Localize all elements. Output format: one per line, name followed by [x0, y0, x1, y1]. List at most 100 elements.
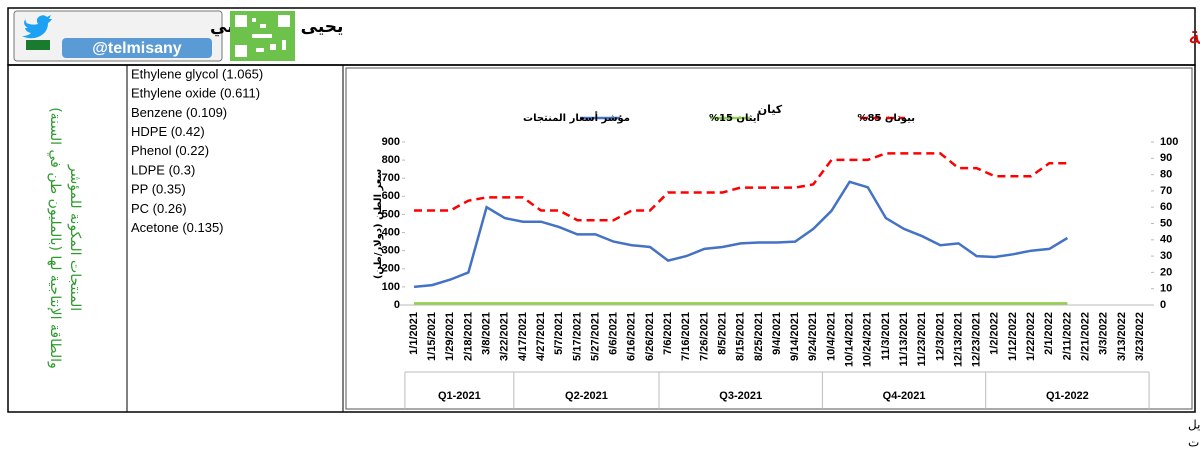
y-tick-label: 100 [382, 281, 400, 293]
plot: 0 100 200 300 400 500 600 700 800 900 0 10 20 30 40 50 6… [382, 111, 1178, 409]
y-tick-label: 900 [382, 136, 400, 148]
product-item: Benzene (0.109) [131, 105, 227, 120]
x-tick-label: 11/3/2021 [880, 312, 892, 360]
page-title: مؤشر أسعار المنتجات البتروكيماوية والأسا… [1188, 18, 1200, 51]
x-tick-label: 2/21/2022 [1079, 312, 1091, 361]
body-box [7, 64, 1196, 413]
product-item: HDPE (0.42) [131, 124, 205, 139]
group-label: Q3-2021 [719, 390, 762, 402]
legend-label: بيوتان 85% [857, 113, 915, 124]
y-tick-label: 700 [382, 172, 400, 184]
x-tick-label: 3/22/2021 [499, 312, 511, 361]
y2-tick-label: 70 [1160, 185, 1172, 197]
series-line [414, 152, 1068, 222]
chart-frame [345, 67, 1193, 410]
y-tick-label: 500 [382, 208, 400, 220]
y-axis-label: سعر الطن (دولار/طن) [373, 169, 384, 280]
x-tick-label: 4/17/2021 [517, 312, 529, 361]
chart-title: كيان [758, 103, 783, 116]
group-label: Q4-2021 [883, 390, 926, 402]
x-tick-label: 12/23/2021 [971, 312, 983, 367]
x-tick-label: 9/24/2021 [807, 312, 819, 361]
x-tick-label: 10/14/2021 [844, 312, 856, 367]
x-tick-label: 1/12/2022 [1007, 312, 1019, 361]
series-line [413, 180, 1069, 289]
product-item: Phenol (0.22) [131, 143, 209, 158]
y2-tick-label: 40 [1160, 234, 1172, 246]
x-tick-label: 12/3/2021 [934, 312, 946, 361]
bird-icon [22, 15, 52, 39]
x-tick-label: 5/27/2021 [589, 312, 601, 361]
y-tick-label: 0 [394, 299, 400, 311]
y2-tick-label: 10 [1160, 283, 1172, 295]
x-tick-label: 5/17/2021 [571, 312, 583, 361]
x-tick-label: 9/14/2021 [789, 312, 801, 361]
product-item: Ethylene glycol (1.065) [131, 66, 263, 81]
x-tick-label: 2/1/2022 [1043, 312, 1055, 355]
x-tick-label: 7/26/2021 [698, 312, 710, 361]
y-tick-label: 400 [382, 226, 400, 238]
y2-tick-label: 90 [1160, 152, 1172, 164]
y2-tick-label: 0 [1160, 299, 1166, 311]
x-tick-label: 1/15/2021 [426, 312, 438, 361]
x-tick-label: 8/15/2021 [735, 312, 747, 361]
legend-label: مؤشر أسعار المنتجات [523, 111, 630, 124]
y-label-group: سعر الطن (دولار/طن) [373, 169, 384, 280]
qr-pattern [235, 15, 290, 57]
sidebar-caption: المنتجات المكونة للمؤشر [67, 164, 83, 311]
y-tick-label: 600 [382, 190, 400, 202]
x-tick-label: 1/29/2021 [444, 312, 456, 361]
x-tick-label: 1/1/2021 [408, 312, 420, 355]
y-tick-label: 200 [382, 263, 400, 275]
y2-tick-label: 50 [1160, 217, 1172, 229]
handle: @telmisany [92, 40, 182, 57]
x-tick-label: 3/13/2022 [1116, 312, 1128, 361]
x-tick-label: 9/4/2021 [771, 312, 783, 355]
product-item: PC (0.26) [131, 201, 187, 216]
handle-bg [62, 38, 212, 58]
x-tick-label: 1/2/2022 [989, 312, 1001, 355]
x-tick-label: 6/26/2021 [644, 312, 656, 361]
x-tick-label: 8/25/2021 [753, 312, 765, 361]
y2-tick-label: 80 [1160, 169, 1172, 181]
y-tick-label: 300 [382, 245, 400, 257]
product-item: PP (0.35) [131, 182, 186, 197]
x-tick-label: 10/4/2021 [825, 312, 837, 361]
y2-tick-label: 30 [1160, 250, 1172, 262]
x-tick-label: 3/3/2022 [1098, 312, 1110, 355]
x-tick-label: 2/18/2021 [462, 312, 474, 361]
group-label: Q1-2022 [1046, 390, 1089, 402]
x-tick-label: 12/13/2021 [952, 312, 964, 367]
legend-label: ايثان 15% [709, 113, 760, 124]
x-tick-label: 5/7/2021 [553, 312, 565, 355]
x-tick-label: 4/27/2021 [535, 312, 547, 361]
product-list: Ethylene glycol (1.065) Ethylene oxide (0… [131, 66, 263, 235]
y2-tick-label: 60 [1160, 201, 1172, 213]
x-tick-label: 1/22/2022 [1025, 312, 1037, 361]
caption-group: المنتجات المكونة للمؤشر والطاقة الإنتاجي… [47, 107, 83, 369]
x-tick-label: 3/23/2022 [1134, 312, 1146, 361]
group-label: Q2-2021 [565, 390, 608, 402]
product-item: LDPE (0.3) [131, 162, 195, 177]
sidebar-caption: والطاقة الإنتاجية لها (بالمليون طن في ال… [47, 107, 63, 369]
group-label: Q1-2021 [438, 390, 481, 402]
product-item: Ethylene oxide (0.611) [131, 86, 260, 101]
x-tick-label: 11/13/2021 [898, 312, 910, 366]
x-tick-label: 7/6/2021 [662, 312, 674, 355]
x-tick-label: 6/6/2021 [608, 312, 620, 355]
disclaimer: اجتهاد فردي والخطاء وارد. ليست توصية شرا… [1188, 418, 1200, 433]
x-tick-label: 2/11/2022 [1061, 312, 1073, 360]
y2-tick-label: 100 [1160, 136, 1178, 148]
y-tick-label: 800 [382, 154, 400, 166]
x-tick-label: 10/24/2021 [862, 312, 874, 367]
index-note: قيمة المؤشر ما بين 0 الى 100 و هو يأخذ ب… [1188, 434, 1200, 451]
product-item: Acetone (0.135) [131, 220, 224, 235]
y2-tick-label: 20 [1160, 266, 1172, 278]
x-tick-label: 8/5/2021 [716, 312, 728, 355]
x-tick-label: 7/16/2021 [680, 312, 692, 361]
flag-icon [26, 40, 50, 50]
x-tick-label: 6/16/2021 [626, 312, 638, 361]
x-tick-label: 11/23/2021 [916, 312, 928, 366]
